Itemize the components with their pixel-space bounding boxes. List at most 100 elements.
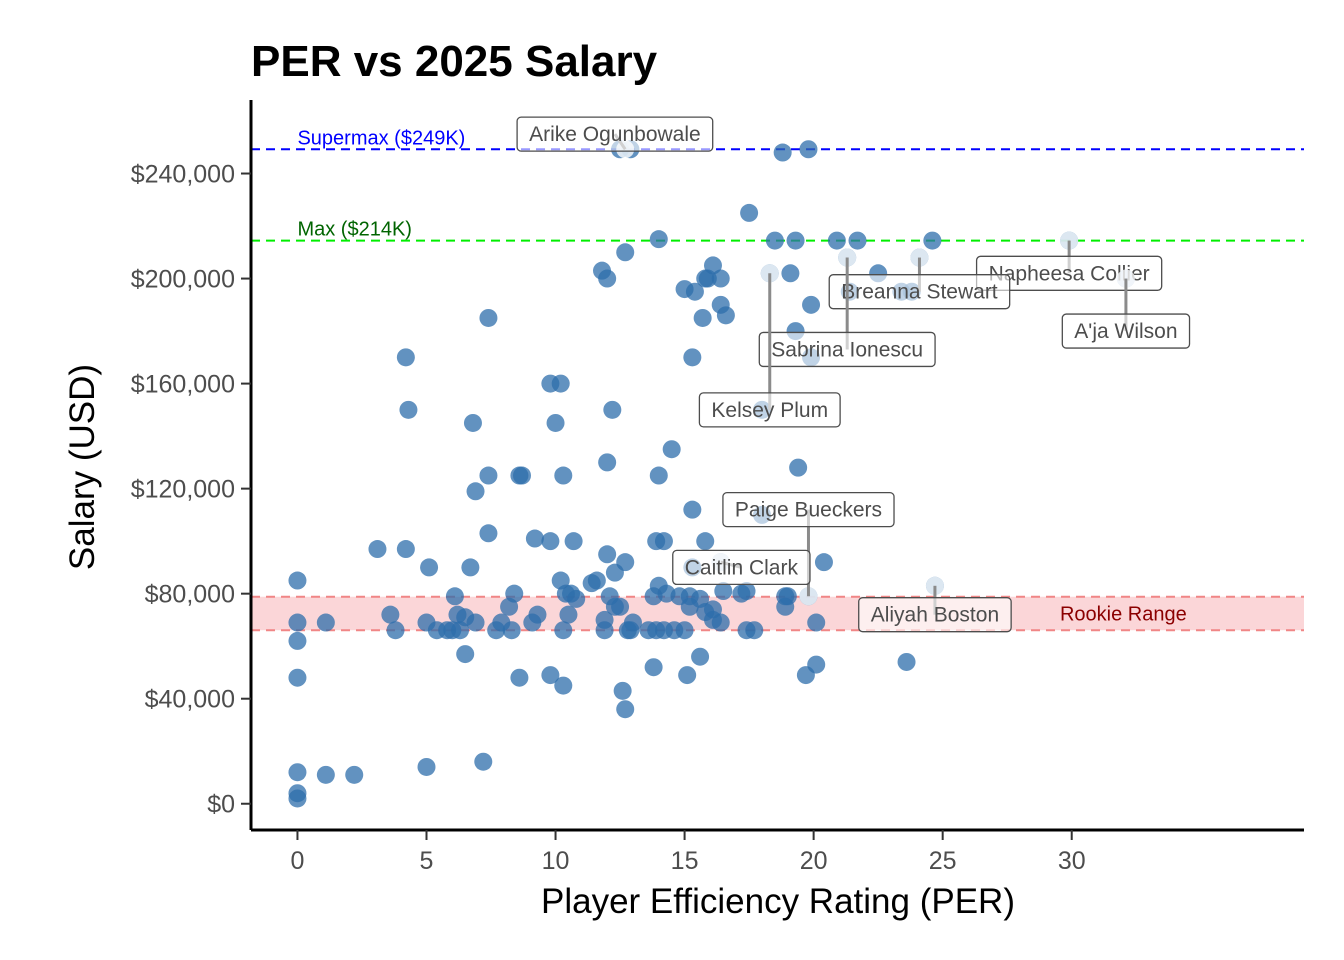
data-point (649, 466, 668, 485)
data-point (445, 587, 464, 606)
data-point (796, 666, 815, 685)
player-label-text: Sabrina Ionescu (771, 338, 923, 361)
data-point (683, 500, 702, 519)
data-point (745, 621, 764, 640)
data-point (466, 613, 485, 632)
player-label-box (516, 116, 714, 152)
data-point (827, 231, 846, 250)
data-point (675, 621, 694, 640)
data-point (554, 621, 573, 640)
y-tick-label: $0 (207, 791, 235, 819)
x-tick-label: 20 (800, 847, 828, 875)
player-label-box (975, 255, 1163, 291)
data-point (463, 413, 482, 432)
data-point (479, 308, 498, 327)
data-point (554, 466, 573, 485)
data-point (680, 597, 699, 616)
y-tick-label: $120,000 (131, 476, 235, 504)
data-point (502, 621, 521, 640)
player-label-box (722, 491, 895, 528)
data-point (603, 400, 622, 419)
data-point (595, 621, 614, 640)
x-tick-label: 10 (542, 847, 570, 875)
data-point (525, 529, 544, 548)
data-point (479, 466, 498, 485)
data-point (711, 269, 730, 288)
data-point (474, 752, 493, 771)
data-point (386, 621, 405, 640)
data-point (316, 765, 335, 784)
data-point (487, 621, 506, 640)
data-point (288, 789, 307, 808)
player-label-box (698, 392, 841, 428)
player-label-box (828, 274, 1011, 310)
data-point (698, 269, 717, 288)
player-label-box (758, 331, 936, 368)
data-point (789, 458, 808, 477)
data-point (716, 306, 735, 325)
player-label-text: Breanna Stewart (841, 281, 998, 304)
y-tick-label: $160,000 (131, 371, 235, 399)
data-point (288, 631, 307, 650)
data-point (396, 540, 415, 559)
data-point (649, 230, 668, 249)
player-label-box (858, 597, 1012, 633)
player-label-box (1061, 313, 1191, 349)
data-point (316, 613, 335, 632)
data-point (807, 613, 826, 632)
data-point (781, 264, 800, 283)
data-point (510, 668, 529, 687)
data-point (605, 563, 624, 582)
data-point (662, 440, 681, 459)
data-point (711, 613, 730, 632)
data-point (616, 700, 635, 719)
y-tick-label: $200,000 (131, 266, 235, 294)
data-point (691, 647, 710, 666)
data-point (786, 231, 805, 250)
data-point (461, 558, 480, 577)
player-label-text: Napheesa Collier (989, 262, 1150, 285)
data-point (740, 203, 759, 222)
data-point (500, 597, 519, 616)
chart-title: PER vs 2025 Salary (251, 37, 658, 86)
y-tick-label: $240,000 (131, 161, 235, 189)
data-point (554, 676, 573, 695)
data-point (776, 597, 795, 616)
data-point (567, 589, 586, 608)
y-tick-label: $80,000 (145, 581, 235, 609)
data-point (381, 605, 400, 624)
data-point (541, 532, 560, 551)
data-point (541, 666, 560, 685)
data-point (802, 295, 821, 314)
supermax-label: Supermax ($249K) (297, 127, 465, 149)
player-label-text: Aliyah Boston (871, 604, 999, 627)
data-point (693, 308, 712, 327)
data-point (814, 553, 833, 572)
data-point (714, 582, 733, 601)
data-point (345, 765, 364, 784)
player-label-text: Paige Bueckers (735, 499, 882, 522)
data-point (466, 482, 485, 501)
data-point (523, 613, 542, 632)
data-point (765, 231, 784, 250)
data-point (399, 400, 418, 419)
x-tick-label: 25 (929, 847, 957, 875)
data-point (897, 652, 916, 671)
data-point (587, 571, 606, 590)
data-point (456, 645, 475, 664)
data-point (598, 453, 617, 472)
data-point (564, 532, 583, 551)
y-axis-title: Salary (USD) (63, 364, 102, 570)
player-label-text: Kelsey Plum (711, 399, 828, 422)
data-point (848, 231, 867, 250)
data-point (683, 348, 702, 367)
data-point (621, 621, 640, 640)
y-tick-label: $40,000 (145, 686, 235, 714)
player-label-box (672, 549, 811, 586)
data-point (799, 140, 818, 159)
player-label-text: Caitlin Clark (685, 556, 799, 579)
data-point (551, 374, 570, 393)
data-point (654, 532, 673, 551)
data-point (598, 269, 617, 288)
